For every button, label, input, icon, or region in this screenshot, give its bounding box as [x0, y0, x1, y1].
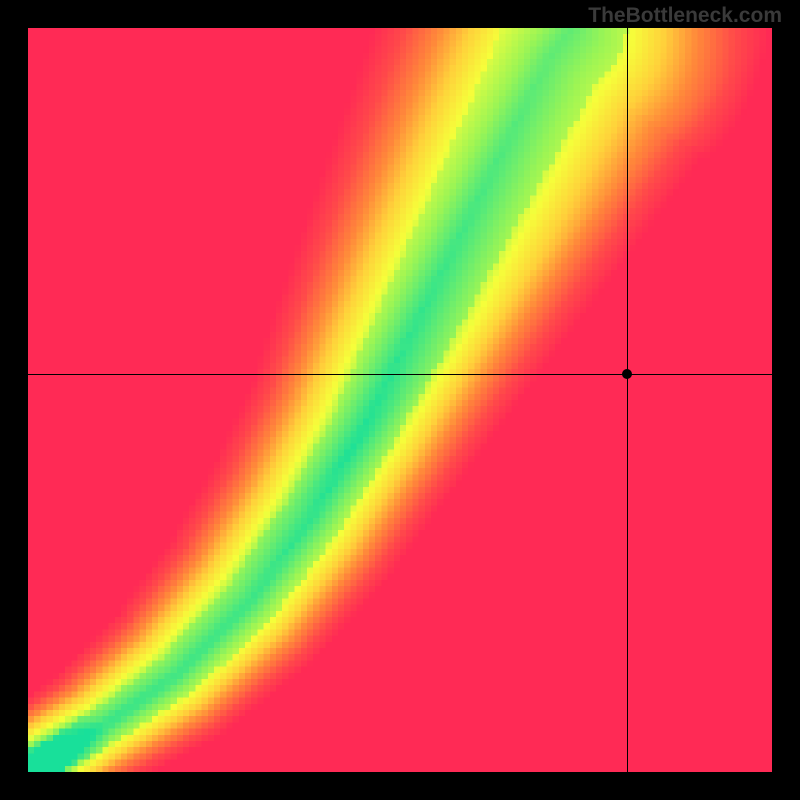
- heatmap-plot: [28, 28, 772, 772]
- crosshair-horizontal: [28, 374, 772, 375]
- watermark-text: TheBottleneck.com: [588, 4, 782, 28]
- heatmap-canvas: [28, 28, 772, 772]
- crosshair-marker[interactable]: [622, 369, 632, 379]
- crosshair-vertical: [627, 28, 628, 772]
